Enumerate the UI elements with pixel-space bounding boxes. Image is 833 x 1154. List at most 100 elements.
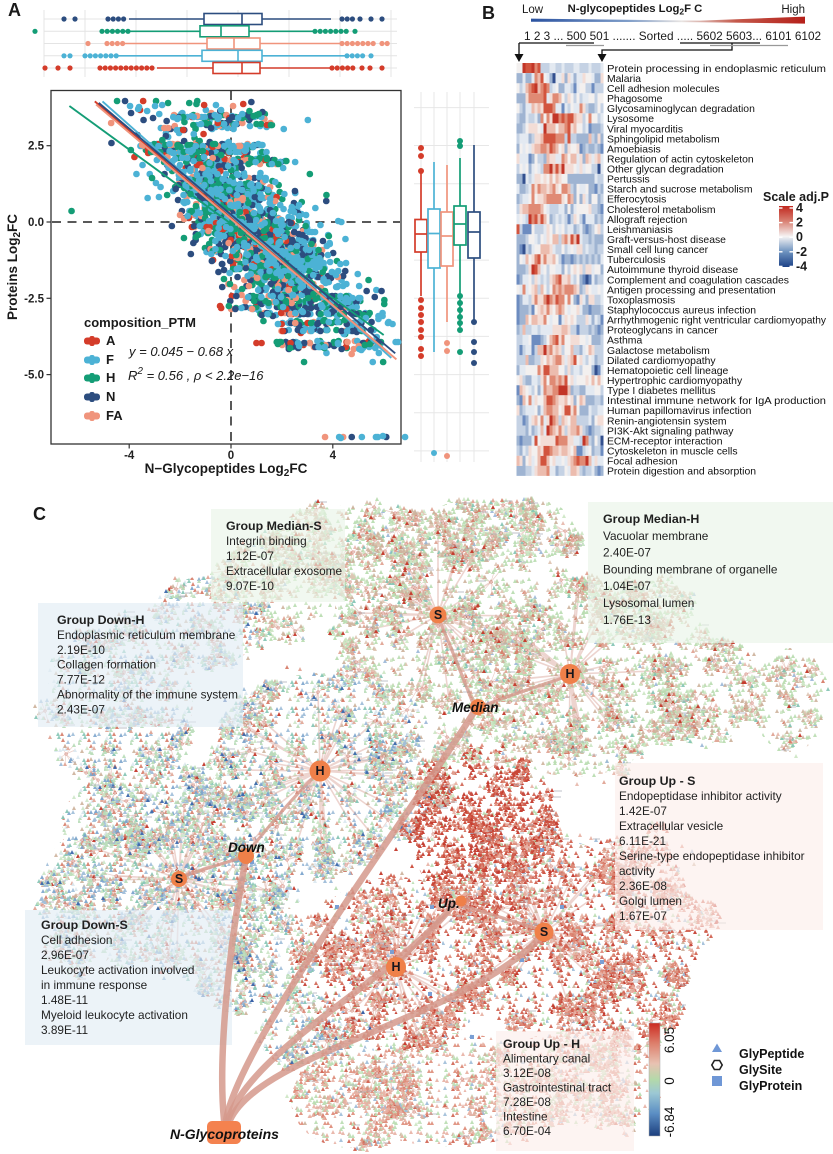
svg-text:in immune response: in immune response — [41, 978, 148, 992]
svg-text:H: H — [106, 370, 115, 385]
svg-text:7.28E-08: 7.28E-08 — [503, 1095, 551, 1109]
svg-text:Bounding membrane of organelle: Bounding membrane of organelle — [603, 562, 778, 576]
svg-text:Viral myocarditis: Viral myocarditis — [607, 124, 683, 135]
svg-text:F: F — [106, 352, 114, 367]
svg-text:-6.84: -6.84 — [662, 1106, 677, 1137]
svg-text:2.5: 2.5 — [28, 141, 45, 153]
svg-text:Proteoglycans in cancer: Proteoglycans in cancer — [607, 326, 718, 337]
svg-text:Extracellular vesicle: Extracellular vesicle — [619, 819, 724, 833]
svg-text:2.43E-07: 2.43E-07 — [57, 702, 105, 716]
svg-text:2.40E-07: 2.40E-07 — [603, 546, 651, 560]
svg-text:H: H — [565, 667, 574, 681]
svg-text:Extracellular exosome: Extracellular exosome — [226, 564, 342, 578]
svg-text:Regulation of actin cytoskelet: Regulation of actin cytoskeleton — [607, 155, 754, 166]
svg-text:1.12E-07: 1.12E-07 — [226, 549, 274, 563]
svg-text:Serine-type endopeptidase inhi: Serine-type endopeptidase inhibitor — [619, 849, 805, 863]
svg-text:4: 4 — [330, 450, 337, 462]
svg-text:Human papillomavirus infection: Human papillomavirus infection — [607, 406, 752, 417]
svg-text:Median: Median — [452, 700, 499, 715]
svg-text:Toxoplasmosis: Toxoplasmosis — [607, 295, 675, 306]
svg-text:Staphylococcus aureus infectio: Staphylococcus aureus infection — [607, 306, 756, 317]
svg-text:Down: Down — [228, 840, 265, 855]
svg-text:Starch and sucrose metabolism: Starch and sucrose metabolism — [607, 185, 753, 196]
svg-text:Intestinal immune network for: Intestinal immune network for IgA produc… — [607, 396, 826, 407]
svg-text:Abnormality of the immune syst: Abnormality of the immune system — [57, 688, 238, 702]
svg-text:Complement and coagulation cas: Complement and coagulation cascades — [607, 275, 789, 286]
svg-text:Phagosome: Phagosome — [607, 94, 663, 105]
svg-text:1.04E-07: 1.04E-07 — [603, 579, 651, 593]
svg-text:High: High — [781, 4, 805, 16]
svg-text:composition_PTM: composition_PTM — [84, 315, 196, 330]
svg-text:Golgi lumen: Golgi lumen — [619, 894, 682, 908]
svg-text:Low: Low — [522, 4, 544, 16]
svg-text:Autoimmune thyroid disease: Autoimmune thyroid disease — [607, 265, 738, 276]
svg-text:S: S — [434, 608, 442, 622]
svg-text:6.11E-21: 6.11E-21 — [619, 834, 666, 848]
svg-text:Renin-angiotensin system: Renin-angiotensin system — [607, 416, 727, 427]
svg-text:FA: FA — [106, 408, 123, 423]
svg-text:B: B — [482, 3, 495, 23]
svg-text:Cytoskeleton in muscle cells: Cytoskeleton in muscle cells — [607, 447, 738, 458]
svg-text:Alimentary canal: Alimentary canal — [503, 1052, 590, 1066]
svg-text:Efferocytosis: Efferocytosis — [607, 195, 666, 206]
svg-text:Sphingolipid metabolism: Sphingolipid metabolism — [607, 134, 720, 145]
svg-text:GlySite: GlySite — [739, 1063, 782, 1077]
svg-text:2.19E-10: 2.19E-10 — [57, 643, 105, 657]
svg-text:Myeloid leukocyte activation: Myeloid leukocyte activation — [41, 1008, 188, 1022]
svg-text:Glycosaminoglycan degradation: Glycosaminoglycan degradation — [607, 104, 755, 115]
svg-text:H: H — [315, 764, 324, 778]
svg-text:2: 2 — [796, 216, 803, 230]
svg-text:y = 0.045 − 0.68 x: y = 0.045 − 0.68 x — [128, 344, 234, 359]
svg-text:Group Up - H: Group Up - H — [503, 1037, 580, 1051]
svg-text:Galactose metabolism: Galactose metabolism — [607, 346, 710, 357]
svg-text:ECM-receptor interaction: ECM-receptor interaction — [607, 436, 723, 447]
svg-text:Group Up - S: Group Up - S — [619, 774, 695, 788]
svg-text:Endoplasmic reticulum membrane: Endoplasmic reticulum membrane — [57, 628, 236, 642]
svg-text:Integrin binding: Integrin binding — [226, 534, 307, 548]
svg-text:S: S — [540, 925, 548, 939]
svg-text:C: C — [33, 504, 46, 524]
svg-text:Cell adhesion: Cell adhesion — [41, 933, 112, 947]
svg-text:Endopeptidase inhibitor activi: Endopeptidase inhibitor activity — [619, 789, 782, 803]
svg-text:1.48E-11: 1.48E-11 — [41, 993, 88, 1007]
svg-text:Lysosomal lumen: Lysosomal lumen — [603, 596, 694, 610]
svg-text:1.42E-07: 1.42E-07 — [619, 804, 667, 818]
svg-text:6.05: 6.05 — [662, 1027, 677, 1053]
svg-text:Pertussis: Pertussis — [607, 175, 650, 186]
svg-text:A: A — [8, 0, 21, 20]
svg-text:3.89E-11: 3.89E-11 — [41, 1023, 88, 1037]
svg-text:Graft-versus-host disease: Graft-versus-host disease — [607, 235, 726, 246]
svg-text:Protein digestion and absorpti: Protein digestion and absorption — [607, 467, 756, 478]
svg-text:9.07E-10: 9.07E-10 — [226, 579, 274, 593]
svg-text:Up.: Up. — [438, 896, 460, 911]
svg-text:0: 0 — [662, 1077, 677, 1085]
svg-text:GlyPeptide: GlyPeptide — [739, 1047, 804, 1061]
svg-text:-2.5: -2.5 — [24, 293, 44, 305]
svg-text:N-glycopeptides Log2F C: N-glycopeptides Log2F C — [568, 3, 703, 17]
svg-text:Malaria: Malaria — [607, 74, 641, 85]
svg-text:A: A — [106, 333, 116, 348]
svg-text:Arrhythmogenic right ventricul: Arrhythmogenic right ventricular cardiom… — [607, 316, 827, 327]
svg-text:-4: -4 — [796, 259, 807, 273]
svg-text:PI3K-Akt signaling pathway: PI3K-Akt signaling pathway — [607, 426, 734, 437]
svg-text:N−Glycopeptides Log2FC: N−Glycopeptides Log2FC — [145, 461, 308, 479]
svg-text:4: 4 — [796, 201, 803, 215]
svg-text:Group Median-H: Group Median-H — [603, 512, 699, 526]
svg-text:0.0: 0.0 — [28, 217, 44, 229]
svg-text:Group Down-H: Group Down-H — [57, 613, 144, 627]
svg-text:Cholesterol metabolism: Cholesterol metabolism — [607, 205, 716, 216]
svg-text:Leishmaniasis: Leishmaniasis — [607, 225, 673, 236]
svg-text:H: H — [391, 960, 400, 974]
svg-text:0: 0 — [796, 230, 803, 244]
svg-text:Dilated cardiomyopathy: Dilated cardiomyopathy — [607, 356, 716, 367]
svg-text:1.67E-07: 1.67E-07 — [619, 909, 667, 923]
svg-text:Hematopoietic cell lineage: Hematopoietic cell lineage — [607, 366, 729, 377]
svg-text:6.70E-04: 6.70E-04 — [503, 1124, 551, 1138]
svg-text:Asthma: Asthma — [607, 336, 642, 347]
svg-text:S: S — [175, 872, 183, 886]
svg-text:Other glycan degradation: Other glycan degradation — [607, 165, 724, 176]
svg-text:2.36E-08: 2.36E-08 — [619, 879, 667, 893]
svg-text:Scale adj.P: Scale adj.P — [763, 190, 829, 204]
svg-text:-5.0: -5.0 — [24, 370, 44, 382]
svg-text:Cell adhesion molecules: Cell adhesion molecules — [607, 84, 720, 95]
